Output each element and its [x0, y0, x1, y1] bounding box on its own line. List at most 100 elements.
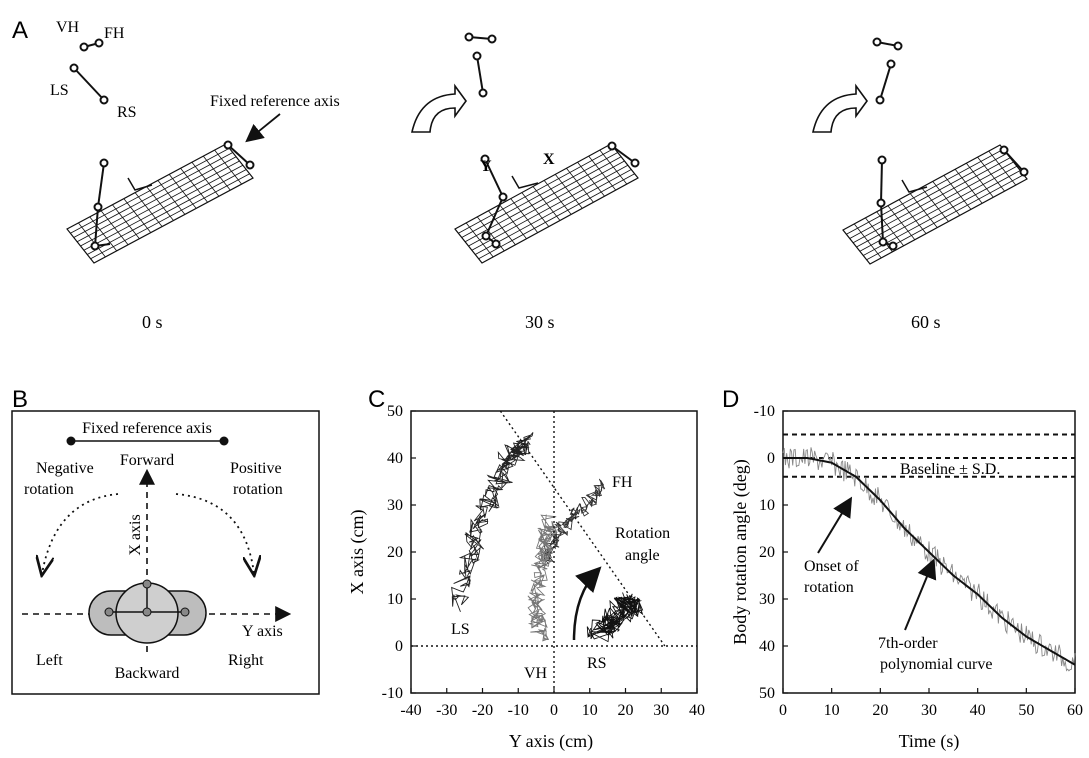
poly-arrow: [904, 558, 937, 631]
grid-line: [461, 152, 618, 238]
fixed-axis-arrow: [245, 113, 281, 143]
fixed-axis-label-b: Fixed reference axis: [82, 420, 212, 437]
x-tick-label: 30: [921, 702, 937, 719]
annot-onset-line1: Onset of: [804, 558, 859, 575]
grid-line: [852, 157, 1011, 244]
grid-line: [464, 156, 622, 243]
positive-rotation-line2: rotation: [233, 481, 283, 498]
grid-line: [458, 147, 615, 234]
y-tick-labels-d: -10 0 10 20 30 40 50: [754, 403, 788, 702]
x-tick-label: 20: [872, 702, 888, 719]
x-tick-labels-d: 0 10 20 30 40 50 60: [779, 688, 1083, 719]
panel-label-a: A: [12, 17, 28, 44]
backward-label: Backward: [115, 665, 180, 682]
raw-trace-line: [782, 447, 1076, 672]
x-tick-label: 40: [970, 702, 986, 719]
grid-line: [80, 160, 240, 247]
annot-onset-line2: rotation: [804, 579, 854, 596]
label-vh: VH: [56, 19, 80, 36]
marker-set-60s: [872, 37, 1029, 251]
x-tick-label: 50: [1018, 702, 1034, 719]
annot-poly-line2: polynomial curve: [880, 656, 992, 673]
time-label-30s: 30 s: [525, 312, 555, 332]
annot-poly-line1: 7th-order: [878, 635, 938, 652]
label-ls: LS: [50, 82, 69, 99]
x-tick-label: -20: [472, 702, 493, 719]
fixed-axis-label-a: Fixed reference axis: [210, 93, 340, 110]
annot-rotation-line2: angle: [625, 547, 660, 564]
marker-set-30s: [464, 32, 640, 249]
y-tick-label: 10: [759, 497, 775, 514]
y-tick-label: -10: [382, 685, 403, 702]
y-tick-label: 0: [767, 450, 775, 467]
time-label-60s: 60 s: [911, 312, 941, 332]
y-tick-label: 50: [387, 403, 403, 420]
rotation-arrow-icon: [812, 83, 868, 133]
y-tick-label: 20: [387, 544, 403, 561]
grid-line: [90, 173, 250, 260]
y-tick-label: 0: [395, 638, 403, 655]
time-label-0s: 0 s: [142, 312, 163, 332]
x-tick-label: 0: [550, 702, 558, 719]
positive-rotation-line1: Positive: [230, 460, 282, 477]
annot-fh: FH: [612, 474, 633, 491]
x-tick-label: 10: [824, 702, 840, 719]
y-tick-label: 30: [387, 497, 403, 514]
onset-arrow: [817, 496, 853, 554]
grid-line: [478, 173, 635, 260]
x-tick-label: 20: [618, 702, 634, 719]
y-tick-label: -10: [754, 403, 775, 420]
panel-b: Fixed reference axis Forward Negative ro…: [11, 410, 320, 695]
panel-label-b: B: [12, 386, 28, 413]
force-plate-grid-60s: [842, 144, 1028, 265]
y-tick-label: 40: [759, 638, 775, 655]
trace-vh: [527, 514, 559, 642]
annot-baseline: Baseline ± S.D.: [900, 461, 1000, 478]
rotation-arrow-icon: [411, 83, 467, 133]
forward-label: Forward: [120, 452, 174, 469]
x-tick-label: -30: [436, 702, 457, 719]
polynomial-fit-line: [783, 457, 1076, 666]
y-tick-label: 10: [387, 591, 403, 608]
panel-label-d: D: [722, 386, 739, 413]
x-axis-title-c: Y axis (cm): [509, 731, 593, 752]
grid-line: [475, 169, 632, 255]
grid-line: [87, 169, 247, 255]
baseline-lines: [783, 433, 1075, 478]
label-fh: FH: [104, 25, 125, 42]
y-tick-label: 30: [759, 591, 775, 608]
fit-curve: [783, 457, 1076, 666]
marker-set-0s: [69, 38, 109, 105]
axis-x-label-a: X: [543, 151, 555, 168]
negative-rotation-arrow: [42, 493, 119, 574]
y-tick-label: 40: [387, 450, 403, 467]
left-label: Left: [36, 652, 63, 669]
grid-line: [468, 160, 625, 247]
grid-line: [863, 170, 1021, 256]
annot-vh: VH: [524, 665, 548, 682]
x-tick-label: -40: [400, 702, 421, 719]
panel-d-chart: 0 10 20 30 40 50 60 -10 0 10 20 30 40 50 Baseline ± …: [730, 403, 1083, 752]
raw-rotation-trace: [782, 447, 1076, 672]
x-tick-label: -10: [508, 702, 529, 719]
panel-a: VH FH LS RS Fixed reference axis: [50, 19, 1029, 332]
body-top-view: [88, 579, 207, 644]
reference-lines-c: [411, 410, 697, 693]
trace-ls: [451, 432, 534, 612]
right-label: Right: [228, 652, 264, 669]
y-axis-title-d: Body rotation angle (deg): [730, 459, 751, 644]
grid-line: [471, 164, 629, 251]
negative-rotation-line1: Negative: [36, 460, 94, 477]
y-tick-label: 20: [759, 544, 775, 561]
y-axis-title-c: X axis (cm): [347, 510, 368, 595]
x-tick-label: 60: [1067, 702, 1083, 719]
label-rs: RS: [117, 104, 137, 121]
trace-fh: [537, 478, 606, 568]
rotation-angle-arrow: [572, 566, 602, 641]
x-tick-label: 30: [653, 702, 669, 719]
negative-rotation-line2: rotation: [24, 481, 74, 498]
x-axis-label-b: X axis: [127, 514, 144, 555]
y-tick-labels-c: -10 0 10 20 30 40 50: [382, 403, 416, 702]
x-axis-title-d: Time (s): [899, 731, 960, 752]
x-tick-label: 10: [582, 702, 598, 719]
